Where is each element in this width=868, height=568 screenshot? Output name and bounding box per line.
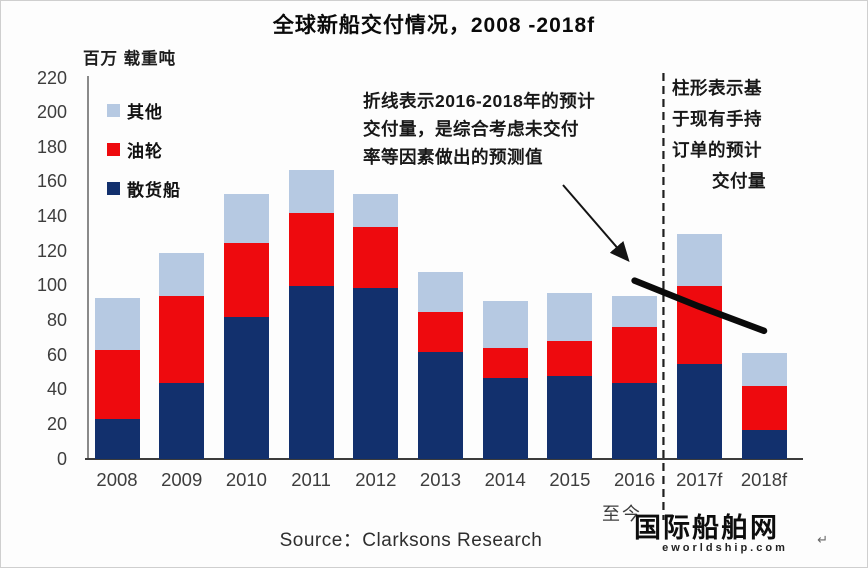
annotation-line: 率等因素做出的预测值 xyxy=(363,147,543,167)
bar-segment-散货船 xyxy=(677,363,722,459)
legend-label: 油轮 xyxy=(127,142,163,161)
legend-label: 其他 xyxy=(127,103,163,122)
bar-segment-其他 xyxy=(95,297,140,350)
x-tick-label: 2011 xyxy=(291,469,331,490)
watermark-en-text: eworldship.com xyxy=(662,542,788,554)
annotation-line: 于现有手持 xyxy=(672,109,762,129)
x-tick-label: 2010 xyxy=(225,469,267,490)
bar-segment-其他 xyxy=(418,271,463,312)
y-tick-label: 180 xyxy=(36,136,67,157)
annotation-arrow xyxy=(562,184,630,263)
y-tick-label: 200 xyxy=(36,102,67,123)
y-tick-label: 40 xyxy=(46,379,67,400)
watermark-cn-text: 国际船舶网 xyxy=(634,513,779,543)
bar-segment-油轮 xyxy=(483,348,528,378)
return-mark-icon: ↵ xyxy=(817,532,828,547)
bar-segment-散货船 xyxy=(742,429,787,459)
y-axis-line xyxy=(87,76,89,459)
bar-segment-油轮 xyxy=(159,296,204,383)
legend-item-bulker: 散货船 xyxy=(107,176,181,201)
bar-segment-散货船 xyxy=(95,419,140,459)
bar-segment-油轮 xyxy=(742,386,787,430)
y-tick-label: 160 xyxy=(36,171,67,192)
x-axis-line xyxy=(85,458,803,460)
y-tick-label: 140 xyxy=(36,206,67,227)
bar-segment-油轮 xyxy=(547,341,592,376)
x-tick-label: 2016 xyxy=(614,469,656,490)
bar-segment-其他 xyxy=(483,301,528,349)
annotation-line: 柱形表示基 xyxy=(672,78,762,98)
orderbook-bar-annotation: 柱形表示基 于现有手持 订单的预计 交付量 xyxy=(672,73,806,197)
y-tick-label: 20 xyxy=(46,413,67,434)
bar-segment-散货船 xyxy=(159,382,204,459)
legend-item-tanker: 油轮 xyxy=(107,137,181,162)
bar-segment-其他 xyxy=(547,292,592,342)
bar-segment-其他 xyxy=(353,194,398,227)
x-tick-label: 2009 xyxy=(161,469,203,490)
forecast-line-annotation: 折线表示2016-2018年的预计 交付量，是综合考虑未交付 率等因素做出的预测… xyxy=(363,87,595,171)
y-tick-label: 100 xyxy=(36,275,67,296)
x-tick-label: 2015 xyxy=(549,469,591,490)
bar-segment-散货船 xyxy=(483,377,528,459)
bar-segment-其他 xyxy=(289,169,334,214)
source-credit: Source：Clarksons Research xyxy=(279,530,543,551)
x-tick-label: 2017f xyxy=(676,469,723,490)
watermark: 国际船舶网 eworldship.com ↵ xyxy=(634,506,828,554)
x-tick-label: 2014 xyxy=(484,469,526,490)
y-tick-label: 0 xyxy=(56,448,67,469)
bar-segment-散货船 xyxy=(418,351,463,459)
bar-segment-油轮 xyxy=(612,327,657,383)
bar-segment-其他 xyxy=(677,233,722,286)
y-axis-unit-label: 百万 载重吨 xyxy=(83,50,177,68)
bar-segment-油轮 xyxy=(677,285,722,364)
y-tick-label: 120 xyxy=(36,240,67,261)
bar-segment-油轮 xyxy=(224,242,269,317)
x-tick-label: 2013 xyxy=(419,469,462,490)
x-tick-label: 2018f xyxy=(740,469,788,490)
legend-item-other: 其他 xyxy=(107,98,181,123)
y-tick-label: 220 xyxy=(36,67,67,88)
annotation-line: 交付量 xyxy=(712,171,766,191)
y-tick-label: 80 xyxy=(46,309,67,330)
bar-segment-油轮 xyxy=(95,349,140,420)
bar-segment-油轮 xyxy=(289,213,334,286)
x-sub-label-to-date: 至今 xyxy=(602,504,642,524)
bar-segment-散货船 xyxy=(547,375,592,459)
legend-swatch-tanker-icon xyxy=(107,143,120,156)
legend-label: 散货船 xyxy=(127,181,181,200)
y-tick-label: 60 xyxy=(46,344,67,365)
bar-segment-其他 xyxy=(159,252,204,297)
bar-segment-其他 xyxy=(612,296,657,328)
x-tick-label: 2008 xyxy=(96,469,138,490)
bar-segment-其他 xyxy=(224,194,269,243)
bar-segment-其他 xyxy=(742,353,787,387)
bar-segment-油轮 xyxy=(353,226,398,288)
bar-segment-油轮 xyxy=(418,311,463,352)
bar-segment-散货船 xyxy=(612,382,657,459)
legend-swatch-other-icon xyxy=(107,104,120,117)
x-tick-label: 2012 xyxy=(355,469,397,490)
chart-title: 全球新船交付情况，2008 -2018f xyxy=(272,14,596,37)
legend: 其他 油轮 散货船 xyxy=(107,98,181,215)
bar-segment-散货船 xyxy=(289,285,334,459)
bar-segment-散货船 xyxy=(353,287,398,459)
annotation-line: 交付量，是综合考虑未交付 xyxy=(363,119,579,139)
annotation-line: 折线表示2016-2018年的预计 xyxy=(363,91,596,111)
bar-segment-散货船 xyxy=(224,316,269,459)
legend-swatch-bulker-icon xyxy=(107,182,120,195)
annotation-line: 订单的预计 xyxy=(672,140,762,160)
